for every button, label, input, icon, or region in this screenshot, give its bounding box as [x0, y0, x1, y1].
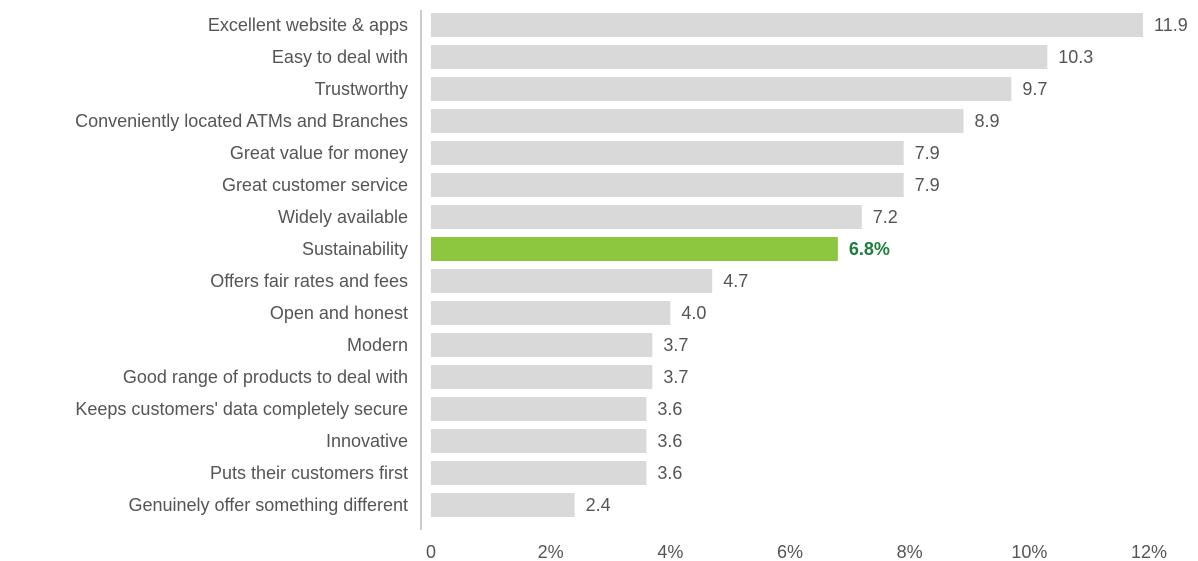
value-label: 3.6 — [657, 399, 682, 419]
category-label: Easy to deal with — [272, 47, 408, 67]
category-label: Innovative — [326, 431, 408, 451]
value-label: 11.9 — [1154, 15, 1188, 35]
value-label: 10.3 — [1058, 47, 1093, 67]
value-label: 4.0 — [681, 303, 706, 323]
bar — [431, 269, 713, 293]
x-tick-label: 8% — [897, 542, 923, 561]
value-label: 3.7 — [663, 367, 688, 387]
value-label: 7.9 — [915, 175, 940, 195]
value-label: 7.2 — [873, 207, 898, 227]
bar — [431, 397, 647, 421]
category-label: Trustworthy — [315, 79, 408, 99]
bar — [431, 365, 653, 389]
bar — [431, 45, 1048, 69]
bar — [431, 109, 964, 133]
category-label: Genuinely offer something different — [128, 495, 408, 515]
x-tick-label: 4% — [657, 542, 683, 561]
bar — [431, 237, 838, 261]
x-tick-label: 6% — [777, 542, 803, 561]
x-tick-label: 2% — [538, 542, 564, 561]
bar — [431, 77, 1012, 101]
x-tick-label: 12% — [1131, 542, 1167, 561]
category-label: Good range of products to deal with — [123, 367, 408, 387]
value-label: 3.6 — [657, 431, 682, 451]
bar — [431, 461, 647, 485]
category-label: Offers fair rates and fees — [210, 271, 408, 291]
category-label: Great value for money — [230, 143, 408, 163]
value-label: 8.9 — [975, 111, 1000, 131]
category-label: Sustainability — [302, 239, 408, 259]
value-label: 9.7 — [1022, 79, 1047, 99]
bar — [431, 205, 862, 229]
bar — [431, 301, 671, 325]
bar — [431, 493, 575, 517]
value-label: 2.4 — [586, 495, 611, 515]
category-label: Keeps customers' data completely secure — [75, 399, 408, 419]
value-label: 4.7 — [723, 271, 748, 291]
bar — [431, 333, 653, 357]
value-label: 3.6 — [657, 463, 682, 483]
x-tick-label: 0 — [426, 542, 436, 561]
bar — [431, 141, 904, 165]
value-label: 7.9 — [915, 143, 940, 163]
category-label: Open and honest — [270, 303, 408, 323]
x-tick-label: 10% — [1011, 542, 1047, 561]
category-label: Modern — [347, 335, 408, 355]
value-label: 6.8% — [849, 239, 890, 259]
bar — [431, 173, 904, 197]
category-label: Great customer service — [222, 175, 408, 195]
category-label: Puts their customers first — [210, 463, 408, 483]
bar — [431, 429, 647, 453]
bar — [431, 13, 1144, 37]
category-label: Widely available — [278, 207, 408, 227]
value-label: 3.7 — [663, 335, 688, 355]
category-label: Excellent website & apps — [208, 15, 408, 35]
category-label: Conveniently located ATMs and Branches — [75, 111, 408, 131]
